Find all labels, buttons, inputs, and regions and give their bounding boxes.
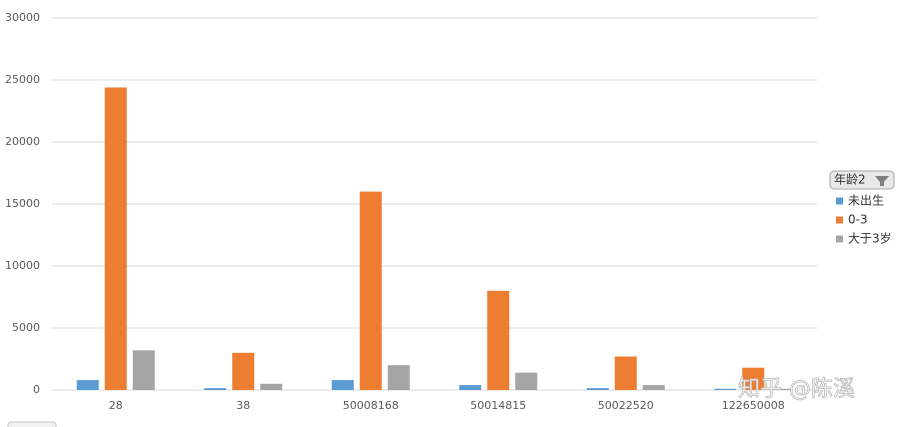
field-button[interactable] bbox=[7, 421, 57, 427]
y-tick-label: 20000 bbox=[5, 135, 40, 148]
bar bbox=[132, 350, 155, 390]
bar bbox=[586, 388, 609, 390]
y-tick-label: 15000 bbox=[5, 197, 40, 210]
bar bbox=[642, 385, 665, 390]
y-tick-label: 25000 bbox=[5, 73, 40, 86]
bar bbox=[459, 385, 482, 390]
x-tick-label: 50008168 bbox=[343, 399, 399, 412]
bar bbox=[515, 372, 538, 390]
x-tick-label: 50022520 bbox=[598, 399, 654, 412]
x-tick-label: 38 bbox=[236, 399, 250, 412]
legend-swatch bbox=[836, 235, 843, 243]
bar bbox=[204, 388, 227, 390]
bar bbox=[104, 87, 127, 390]
bar bbox=[770, 388, 793, 390]
bar bbox=[359, 191, 382, 390]
filter-icon bbox=[875, 176, 889, 186]
bar bbox=[232, 352, 255, 390]
y-tick-label: 10000 bbox=[5, 259, 40, 272]
legend-label: 未出生 bbox=[848, 194, 884, 208]
legend-filter[interactable]: 年龄2 bbox=[829, 170, 895, 190]
bar bbox=[331, 380, 354, 390]
y-tick-label: 5000 bbox=[12, 321, 40, 334]
y-tick-label: 30000 bbox=[5, 11, 40, 24]
x-tick-label: 28 bbox=[109, 399, 123, 412]
bar bbox=[387, 365, 410, 390]
x-tick-label: 50014815 bbox=[470, 399, 526, 412]
legend-swatch bbox=[836, 216, 843, 224]
bar bbox=[260, 383, 283, 390]
bar bbox=[76, 380, 99, 390]
bar bbox=[742, 367, 765, 390]
bar bbox=[487, 290, 510, 390]
filter-button[interactable] bbox=[829, 170, 895, 190]
bar bbox=[614, 356, 637, 390]
x-tick-label: 122650008 bbox=[722, 399, 785, 412]
legend-label: 0-3 bbox=[848, 213, 868, 227]
legend-title: 年龄2 bbox=[834, 173, 866, 187]
legend-label: 大于3岁 bbox=[848, 231, 892, 246]
watermark: 知乎 @陈溪 bbox=[738, 377, 855, 402]
legend-swatch bbox=[836, 197, 843, 205]
y-tick-label: 0 bbox=[33, 383, 40, 396]
bar bbox=[714, 388, 737, 390]
